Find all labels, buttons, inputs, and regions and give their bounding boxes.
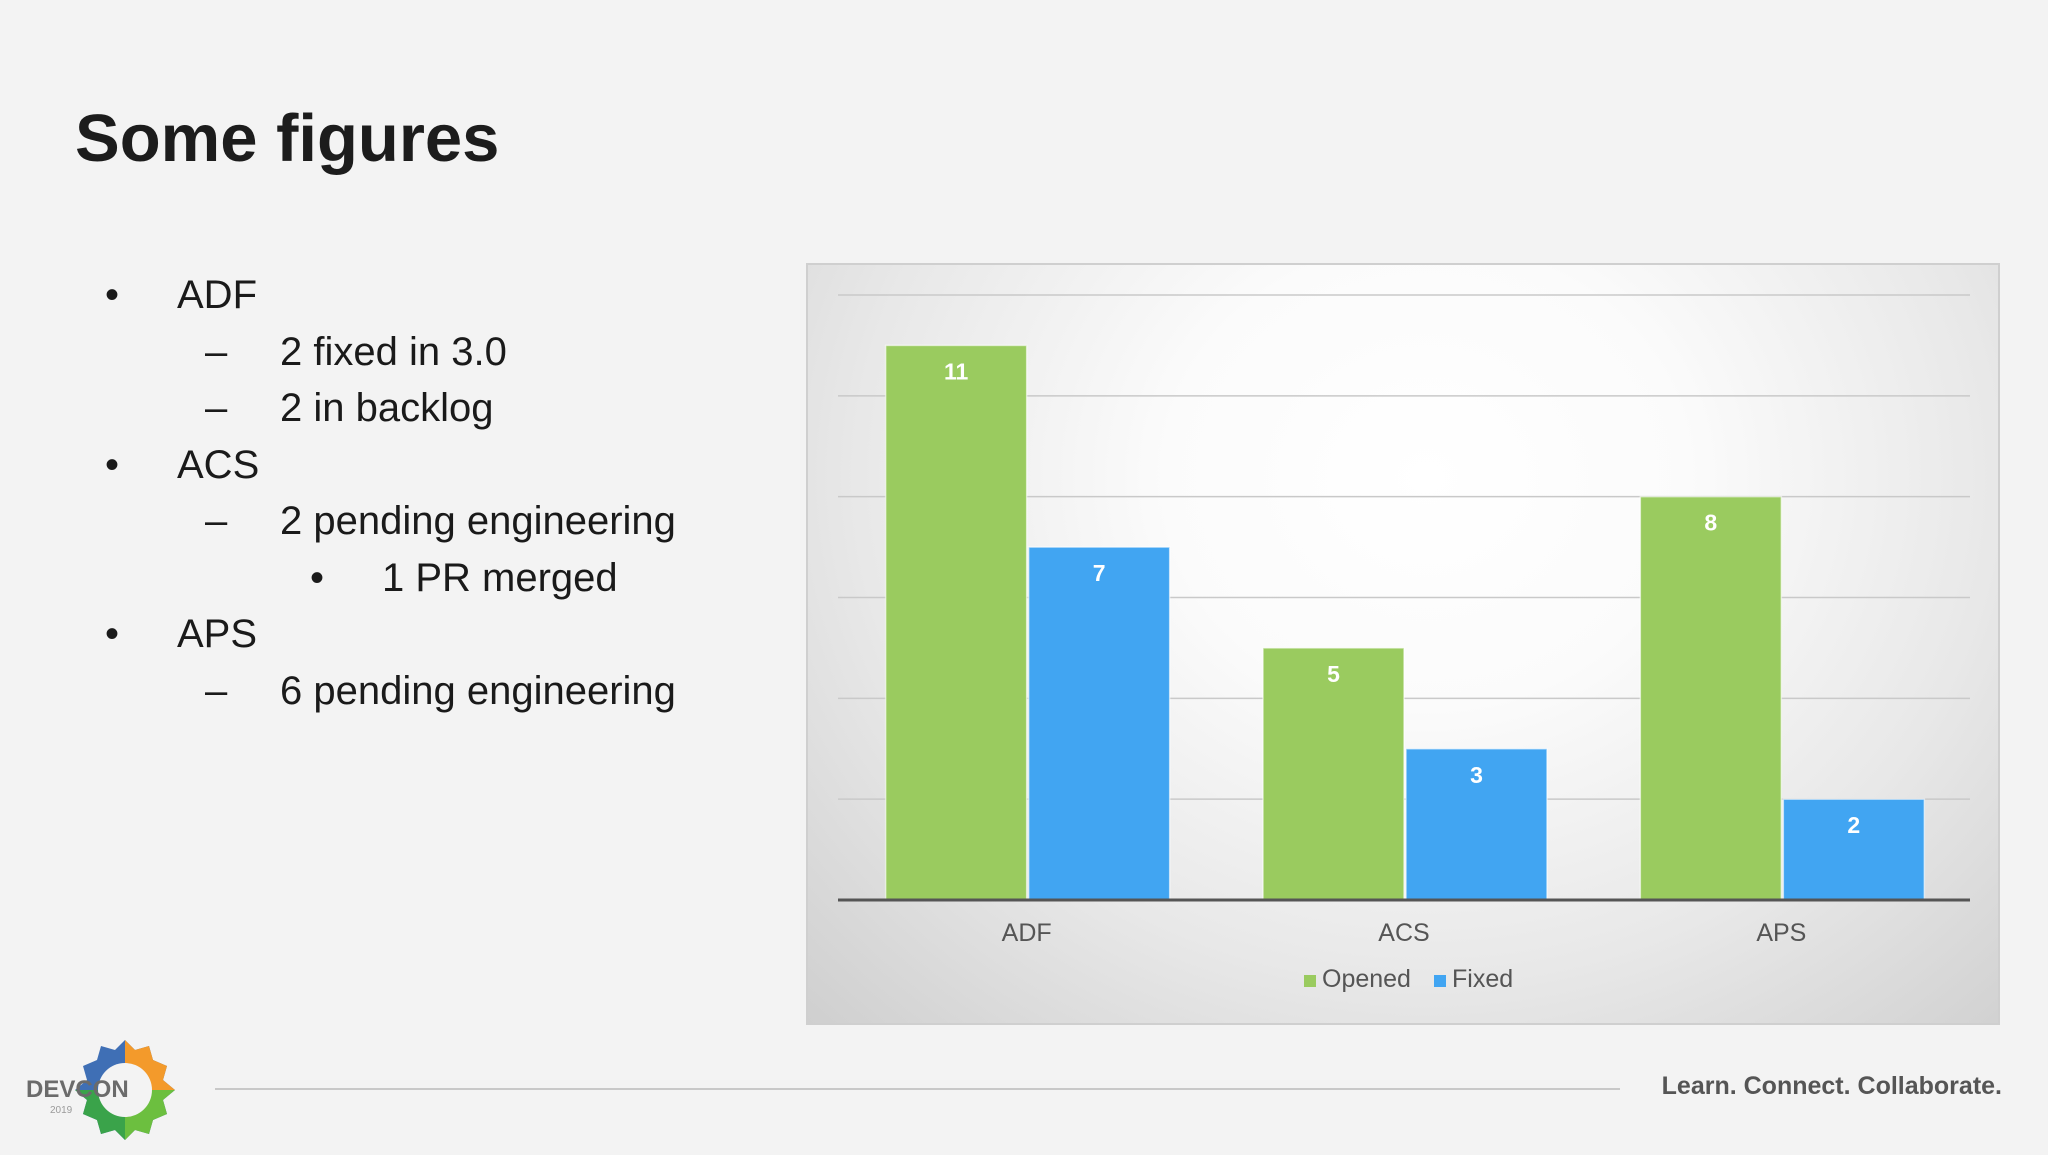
svg-text:2019: 2019 <box>50 1105 73 1116</box>
slide-title: Some figures <box>75 101 500 176</box>
bullet-list: • ADF – 2 fixed in 3.0 – 2 in backlog • ACS – 2 p… <box>0 0 780 800</box>
bullet-item: ACS <box>177 442 260 487</box>
bullet-marker: – <box>205 499 228 543</box>
footer-tagline: Learn. Connect. Collaborate. <box>1661 1072 2002 1100</box>
bullet-item: 2 fixed in 3.0 <box>280 329 507 374</box>
bullet-item: 2 pending engineering <box>280 499 676 543</box>
devcon-logo: DEVCON 2019 <box>20 1030 190 1150</box>
category-label: ADF <box>1002 919 1052 947</box>
bar-opened-acs <box>1262 647 1405 901</box>
chart-svg: 11 7 ADF 5 3 ACS 8 2 APS Opened Fixed <box>838 294 1970 993</box>
category-label: APS <box>1756 919 1806 947</box>
legend-label: Fixed <box>1452 965 1513 993</box>
legend-swatch <box>1434 975 1446 987</box>
bullet-item: 1 PR merged <box>382 555 618 600</box>
bullet-marker: – <box>205 668 228 713</box>
footer-divider <box>215 1088 1620 1090</box>
bar-opened-adf <box>884 344 1028 901</box>
bullet-marker: – <box>205 386 228 430</box>
data-label: 5 <box>1327 661 1340 687</box>
data-label: 3 <box>1470 762 1483 788</box>
svg-text:DEVCON: DEVCON <box>26 1076 129 1103</box>
category-label: ACS <box>1378 919 1429 947</box>
legend-swatch <box>1304 975 1316 987</box>
legend-label: Opened <box>1322 965 1411 993</box>
bar-opened-aps <box>1639 495 1783 901</box>
data-label: 11 <box>944 358 969 384</box>
bullet-marker: – <box>205 329 228 374</box>
bar-chart: 11 7 ADF 5 3 ACS 8 2 APS Opened Fixed <box>806 263 2000 1025</box>
bullet-marker: • <box>105 273 120 317</box>
data-label: 8 <box>1704 510 1717 536</box>
bullet-marker: • <box>105 442 120 487</box>
bullet-marker: • <box>105 612 120 656</box>
bullet-item: APS <box>177 612 258 656</box>
gear-logo-icon: DEVCON 2019 <box>26 1040 175 1140</box>
bullet-item: 6 pending engineering <box>280 668 676 713</box>
data-label: 2 <box>1847 812 1860 838</box>
bar-fixed-adf <box>1027 546 1171 901</box>
bullet-item: ADF <box>177 273 257 317</box>
bullet-item: 2 in backlog <box>280 386 494 430</box>
bullet-marker: • <box>310 555 325 600</box>
data-label: 7 <box>1093 560 1106 586</box>
